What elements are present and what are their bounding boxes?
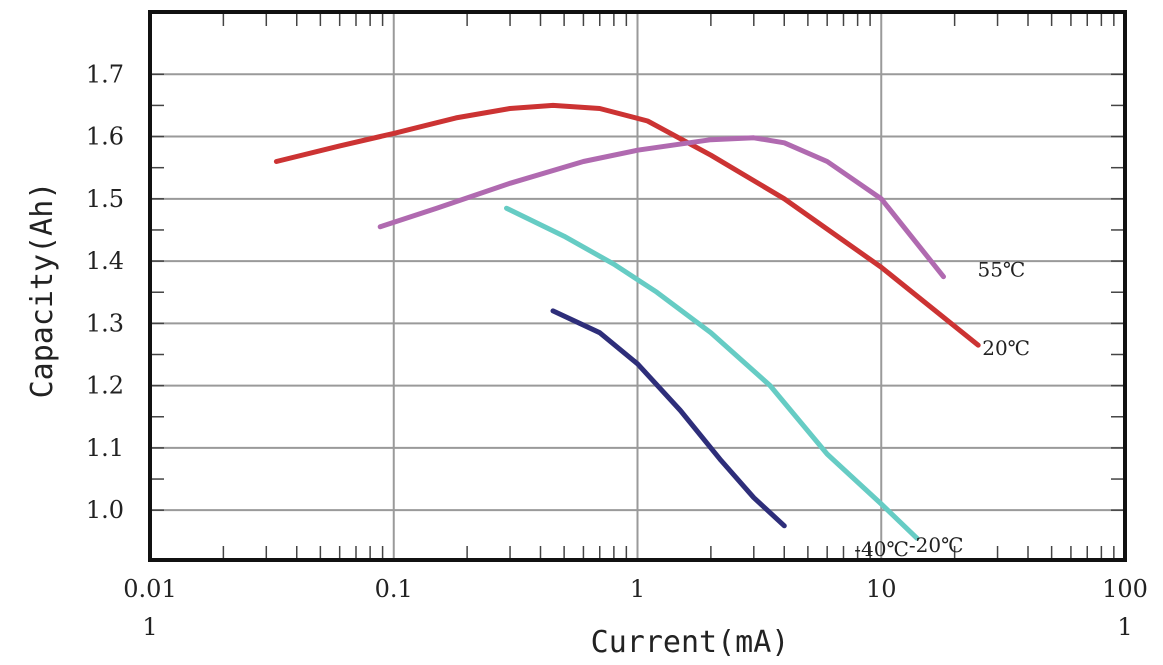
series-label-1: 55℃	[977, 258, 1025, 282]
x-axis-title: Current(mA)	[591, 625, 790, 660]
x-tick-label-1: 0.1	[375, 575, 413, 603]
y-tick-label-6: 1.6	[86, 123, 124, 151]
y-tick-label-2: 1.2	[86, 372, 124, 400]
y-tick-label-4: 1.4	[86, 247, 124, 275]
grid	[150, 12, 1125, 560]
x-sublabel-0: 1	[142, 613, 157, 641]
x-tick-labels: 0.01 0.1 1 10 100 1 1	[123, 575, 1148, 641]
series-labels: 20℃ 55℃ -20℃-40℃	[854, 258, 1030, 561]
y-tick-label-7: 1.7	[86, 60, 124, 88]
series-line-2	[504, 205, 920, 541]
y-tick-label-3: 1.3	[86, 309, 124, 337]
y-tick-labels: 1.0 1.1 1.2 1.3 1.4 1.5 1.6 1.7	[86, 60, 124, 524]
x-tick-label-2: 1	[630, 575, 645, 603]
series-label-3: -40℃	[854, 537, 909, 561]
y-axis-title: Capacity(Ah)	[25, 182, 60, 399]
y-tick-label-5: 1.5	[86, 185, 124, 213]
series-line-1	[377, 135, 946, 280]
x-sublabel-1: 1	[1117, 613, 1132, 641]
series-line-0	[273, 102, 981, 348]
series-label-2: -20℃	[909, 533, 964, 557]
x-tick-label-0: 0.01	[123, 575, 176, 603]
x-tick-label-3: 10	[866, 575, 897, 603]
y-tick-label-1: 1.1	[86, 434, 124, 462]
series-line-3	[550, 308, 787, 529]
y-tick-label-0: 1.0	[86, 496, 124, 524]
x-tick-label-4: 100	[1102, 575, 1148, 603]
series-lines	[273, 102, 981, 541]
plot-frame	[148, 10, 1127, 562]
minor-ticks	[150, 12, 1125, 560]
series-label-0: 20℃	[982, 336, 1030, 360]
